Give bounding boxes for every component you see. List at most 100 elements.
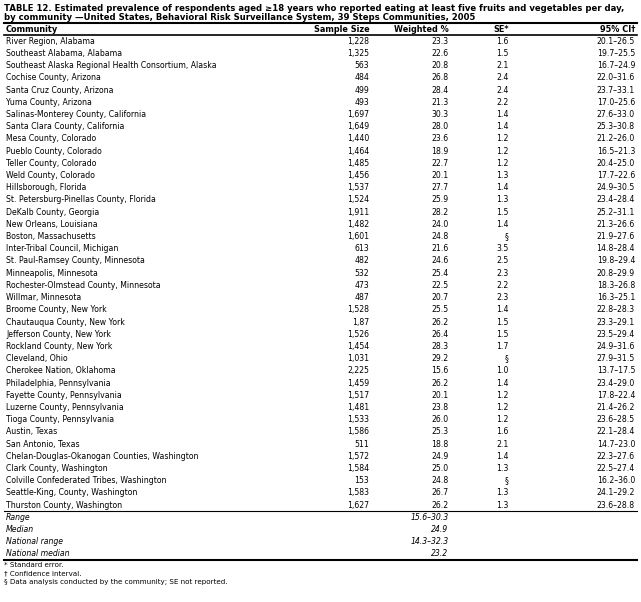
Text: 1,481: 1,481	[347, 403, 369, 412]
Text: 22.7: 22.7	[431, 159, 448, 168]
Text: 23.6: 23.6	[431, 134, 448, 143]
Text: Philadelphia, Pennsylvania: Philadelphia, Pennsylvania	[6, 379, 111, 388]
Text: DeKalb County, Georgia: DeKalb County, Georgia	[6, 208, 99, 217]
Text: 21.2–26.0: 21.2–26.0	[597, 134, 635, 143]
Text: 26.2: 26.2	[431, 379, 448, 388]
Text: 23.3–29.1: 23.3–29.1	[597, 317, 635, 326]
Text: 26.4: 26.4	[431, 330, 448, 339]
Text: 24.9: 24.9	[431, 452, 448, 461]
Text: 1,649: 1,649	[347, 122, 369, 131]
Text: 26.2: 26.2	[431, 317, 448, 326]
Text: 24.8: 24.8	[431, 232, 448, 241]
Text: 25.0: 25.0	[431, 464, 448, 473]
Text: Salinas-Monterey County, California: Salinas-Monterey County, California	[6, 110, 146, 119]
Text: St. Petersburg-Pinellas County, Florida: St. Petersburg-Pinellas County, Florida	[6, 196, 156, 205]
Text: 1.7: 1.7	[496, 342, 508, 351]
Text: 28.2: 28.2	[431, 208, 448, 217]
Text: 16.3–25.1: 16.3–25.1	[597, 293, 635, 302]
Text: 153: 153	[354, 476, 369, 485]
Text: 14.8–28.4: 14.8–28.4	[597, 244, 635, 253]
Text: 23.4–28.4: 23.4–28.4	[597, 196, 635, 205]
Text: 27.6–33.0: 27.6–33.0	[597, 110, 635, 119]
Text: 27.7: 27.7	[431, 183, 448, 192]
Text: 499: 499	[354, 85, 369, 95]
Text: 28.0: 28.0	[431, 122, 448, 131]
Text: Austin, Texas: Austin, Texas	[6, 427, 57, 436]
Text: Community: Community	[6, 25, 58, 34]
Text: 22.6: 22.6	[431, 49, 448, 58]
Text: Luzerne County, Pennsylvania: Luzerne County, Pennsylvania	[6, 403, 124, 412]
Text: 1.2: 1.2	[496, 147, 508, 156]
Text: 1.4: 1.4	[496, 183, 508, 192]
Text: 26.0: 26.0	[431, 415, 448, 424]
Text: Cleveland, Ohio: Cleveland, Ohio	[6, 354, 67, 363]
Text: 16.7–24.9: 16.7–24.9	[597, 61, 635, 70]
Text: Chautauqua County, New York: Chautauqua County, New York	[6, 317, 125, 326]
Text: 1.2: 1.2	[496, 403, 508, 412]
Text: 1.2: 1.2	[496, 159, 508, 168]
Text: Clark County, Washington: Clark County, Washington	[6, 464, 108, 473]
Text: 22.8–28.3: 22.8–28.3	[597, 305, 635, 314]
Text: 1,440: 1,440	[347, 134, 369, 143]
Text: 1.4: 1.4	[496, 305, 508, 314]
Text: 2.1: 2.1	[496, 439, 508, 448]
Text: Chelan-Douglas-Okanogan Counties, Washington: Chelan-Douglas-Okanogan Counties, Washin…	[6, 452, 199, 461]
Text: Yuma County, Arizona: Yuma County, Arizona	[6, 98, 92, 107]
Text: 28.3: 28.3	[431, 342, 448, 351]
Text: 19.7–25.5: 19.7–25.5	[597, 49, 635, 58]
Text: 24.1–29.2: 24.1–29.2	[597, 488, 635, 497]
Text: 1.6: 1.6	[496, 427, 508, 436]
Text: 3.5: 3.5	[496, 244, 508, 253]
Text: Willmar, Minnesota: Willmar, Minnesota	[6, 293, 81, 302]
Text: 1.5: 1.5	[496, 330, 508, 339]
Text: Minneapolis, Minnesota: Minneapolis, Minnesota	[6, 268, 98, 278]
Text: 17.0–25.6: 17.0–25.6	[597, 98, 635, 107]
Text: 23.3: 23.3	[431, 37, 448, 46]
Text: 473: 473	[354, 281, 369, 290]
Text: 1,572: 1,572	[347, 452, 369, 461]
Text: 2.3: 2.3	[496, 268, 508, 278]
Text: 2.3: 2.3	[496, 293, 508, 302]
Text: 1,454: 1,454	[347, 342, 369, 351]
Text: 2.5: 2.5	[496, 256, 508, 265]
Text: 2.1: 2.1	[496, 61, 508, 70]
Text: Southeast Alaska Regional Health Consortium, Alaska: Southeast Alaska Regional Health Consort…	[6, 61, 217, 70]
Text: 1,459: 1,459	[347, 379, 369, 388]
Text: Inter-Tribal Council, Michigan: Inter-Tribal Council, Michigan	[6, 244, 119, 253]
Text: 28.4: 28.4	[431, 85, 448, 95]
Text: 1.3: 1.3	[496, 464, 508, 473]
Text: 1.6: 1.6	[496, 37, 508, 46]
Text: 18.3–26.8: 18.3–26.8	[597, 281, 635, 290]
Text: 17.7–22.6: 17.7–22.6	[597, 171, 635, 180]
Text: 1,526: 1,526	[347, 330, 369, 339]
Text: 22.0–31.6: 22.0–31.6	[597, 73, 635, 82]
Text: 15.6: 15.6	[431, 367, 448, 375]
Text: 1,583: 1,583	[347, 488, 369, 497]
Text: Range: Range	[6, 513, 31, 522]
Text: 24.9–31.6: 24.9–31.6	[597, 342, 635, 351]
Text: 1.4: 1.4	[496, 110, 508, 119]
Text: 532: 532	[354, 268, 369, 278]
Text: Sample Size: Sample Size	[313, 25, 369, 34]
Text: 563: 563	[354, 61, 369, 70]
Text: 1,601: 1,601	[347, 232, 369, 241]
Text: Cochise County, Arizona: Cochise County, Arizona	[6, 73, 101, 82]
Text: 20.4–25.0: 20.4–25.0	[597, 159, 635, 168]
Text: 24.6: 24.6	[431, 256, 448, 265]
Text: 20.8–29.9: 20.8–29.9	[597, 268, 635, 278]
Text: 25.2–31.1: 25.2–31.1	[597, 208, 635, 217]
Text: 15.6–30.3: 15.6–30.3	[410, 513, 448, 522]
Text: † Confidence interval.: † Confidence interval.	[4, 571, 81, 577]
Text: 25.4: 25.4	[431, 268, 448, 278]
Text: Pueblo County, Colorado: Pueblo County, Colorado	[6, 147, 102, 156]
Text: Thurston County, Washington: Thurston County, Washington	[6, 501, 122, 509]
Text: * Standard error.: * Standard error.	[4, 562, 63, 568]
Text: 1,524: 1,524	[347, 196, 369, 205]
Text: 1.5: 1.5	[496, 49, 508, 58]
Text: §: §	[504, 476, 508, 485]
Text: 1,528: 1,528	[347, 305, 369, 314]
Text: 1.2: 1.2	[496, 415, 508, 424]
Text: 1.4: 1.4	[496, 379, 508, 388]
Text: Colville Confederated Tribes, Washington: Colville Confederated Tribes, Washington	[6, 476, 167, 485]
Text: §: §	[504, 354, 508, 363]
